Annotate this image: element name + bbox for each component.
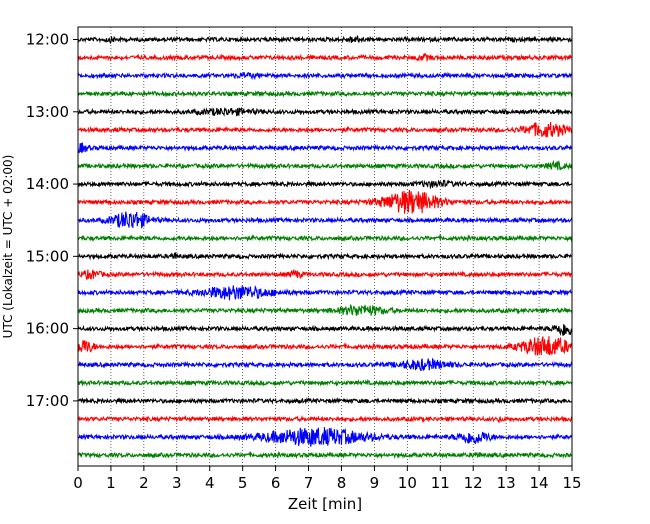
trace-1630 [77,357,573,372]
trace-1330 [77,142,573,154]
x-tick-label: 6 [271,474,281,492]
x-tick-label: 1 [106,474,116,492]
y-tick-label: 13:00 [26,103,69,121]
trace-1400 [77,179,573,190]
y-tick-label: 15:00 [26,247,69,265]
x-tick-label: 10 [398,474,417,492]
trace-1215 [77,52,573,62]
x-tick-label: 0 [73,474,83,492]
y-axis-ticks: 12:00 13:00 14:00 15:00 16:00 17:00 [26,31,78,410]
trace-1315 [77,121,573,138]
trace-1500 [77,251,573,261]
seismogram-traces [77,35,573,460]
y-tick-label: 17:00 [26,392,69,410]
trace-1700 [77,396,573,405]
x-tick-label: 9 [370,474,380,492]
x-tick-label: 5 [238,474,248,492]
y-axis-label: UTC (Lokalzeit = UTC + 02:00) [1,155,15,339]
x-tick-label: 14 [530,474,549,492]
trace-1730 [77,427,573,447]
trace-1245 [77,89,573,98]
x-tick-label: 3 [172,474,182,492]
trace-1415 [77,189,573,214]
x-tick-label: 4 [205,474,215,492]
trace-1645 [77,378,573,387]
trace-1745 [77,450,573,460]
x-tick-label: 2 [139,474,149,492]
trace-1530 [77,285,573,301]
x-tick-label: 13 [497,474,516,492]
trace-1515 [77,268,573,281]
trace-1430 [77,211,573,229]
trace-1345 [77,159,573,171]
trace-1600 [77,324,573,337]
y-tick-label: 14:00 [26,175,69,193]
x-axis-label: Zeit [min] [288,495,362,513]
trace-1545 [77,303,573,316]
trace-1715 [77,414,573,423]
grid-lines [110,27,540,466]
trace-1230 [77,71,573,81]
trace-1445 [77,233,573,243]
trace-1615 [77,336,573,356]
x-tick-label: 11 [431,474,450,492]
x-axis-ticks: 0 1 2 3 4 5 6 7 8 9 10 11 12 13 14 15 [73,466,582,492]
y-tick-label: 12:00 [26,31,69,49]
y-tick-label: 16:00 [26,320,69,338]
plot-frame [77,26,573,467]
x-tick-label: 8 [337,474,347,492]
x-tick-label: 15 [562,474,581,492]
x-tick-label: 12 [464,474,483,492]
trace-1200 [77,35,573,45]
x-tick-label: 7 [304,474,314,492]
trace-1300 [77,106,573,117]
